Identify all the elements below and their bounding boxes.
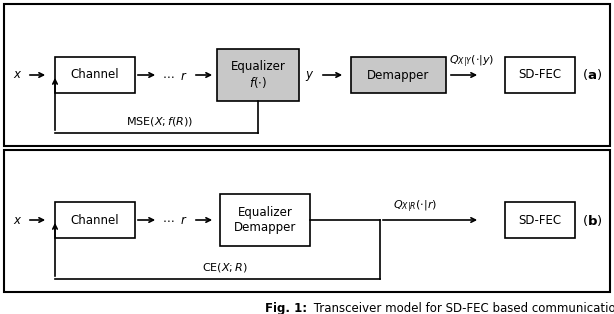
Bar: [351, 57, 446, 93]
Bar: [220, 194, 310, 246]
Text: $r$: $r$: [181, 69, 188, 83]
Bar: [55, 57, 135, 93]
Text: Fig. 1:: Fig. 1:: [265, 302, 307, 314]
Text: $y$: $y$: [305, 69, 315, 83]
Text: SD-FEC: SD-FEC: [518, 68, 562, 82]
Text: $\mathrm{CE}(X;R)$: $\mathrm{CE}(X;R)$: [202, 261, 248, 274]
Text: $x$: $x$: [14, 214, 23, 226]
Text: Channel: Channel: [71, 68, 119, 82]
Text: $(\mathbf{b})$: $(\mathbf{b})$: [581, 213, 602, 228]
Text: SD-FEC: SD-FEC: [518, 214, 562, 226]
Text: $\cdots$: $\cdots$: [162, 214, 174, 226]
Text: $r$: $r$: [181, 214, 188, 228]
Bar: [4, 4, 610, 146]
Text: Channel: Channel: [71, 214, 119, 226]
Text: Transceiver model for SD-FEC based communication
systems with MSE training (a) a: Transceiver model for SD-FEC based commu…: [310, 302, 614, 314]
Text: $\mathrm{MSE}(X;f(R))$: $\mathrm{MSE}(X;f(R))$: [126, 115, 193, 128]
Text: $Q_{X|Y}(\cdot|y)$: $Q_{X|Y}(\cdot|y)$: [449, 53, 495, 69]
Bar: [505, 202, 575, 238]
Text: Demapper: Demapper: [367, 68, 429, 82]
Text: $Q_{X|R}(\cdot|r)$: $Q_{X|R}(\cdot|r)$: [393, 198, 437, 214]
Bar: [4, 150, 610, 292]
Text: $(\mathbf{a})$: $(\mathbf{a})$: [582, 68, 602, 83]
Bar: [217, 49, 299, 101]
Text: Equalizer
$f(\cdot)$: Equalizer $f(\cdot)$: [231, 60, 286, 90]
Text: Equalizer
Demapper: Equalizer Demapper: [234, 206, 296, 234]
Text: $\cdots$: $\cdots$: [162, 68, 174, 82]
Bar: [505, 57, 575, 93]
Text: $x$: $x$: [14, 68, 23, 82]
Bar: [55, 202, 135, 238]
